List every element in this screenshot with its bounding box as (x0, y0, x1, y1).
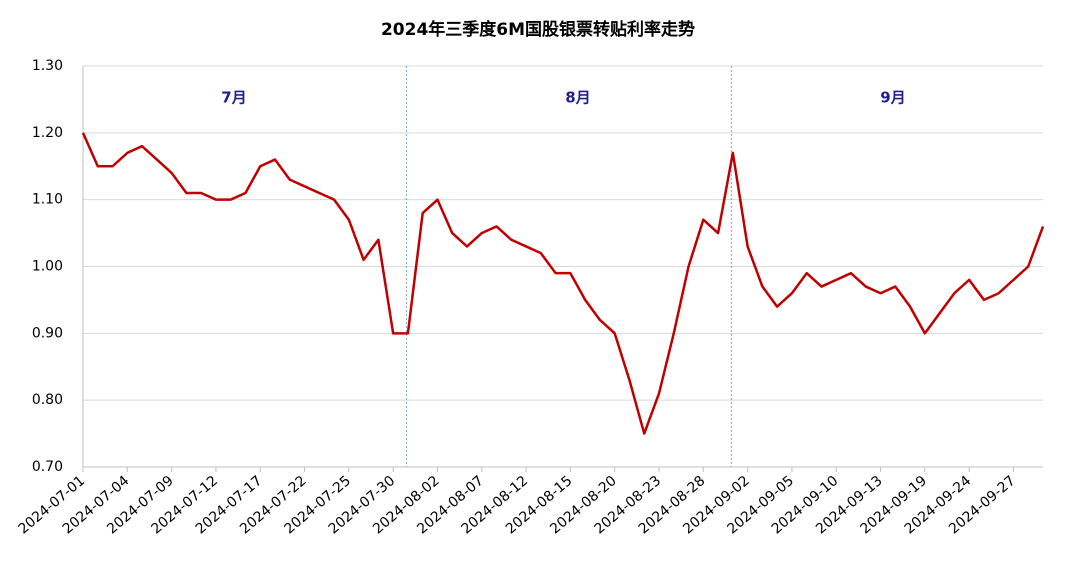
month-label: 9月 (880, 89, 905, 107)
y-tick-label: 0.80 (32, 392, 63, 408)
line-series (81, 132, 1045, 435)
y-tick-label: 1.00 (32, 259, 63, 275)
y-tick-label: 1.30 (32, 58, 63, 74)
y-tick-label: 0.70 (32, 459, 63, 475)
month-label: 8月 (565, 89, 590, 107)
chart-title: 2024年三季度6M国股银票转贴利率走势 (381, 19, 695, 40)
y-tick-label: 1.20 (32, 125, 63, 141)
month-label: 7月 (221, 89, 246, 107)
y-tick-label: 1.10 (32, 192, 63, 208)
y-tick-label: 0.90 (32, 325, 63, 341)
